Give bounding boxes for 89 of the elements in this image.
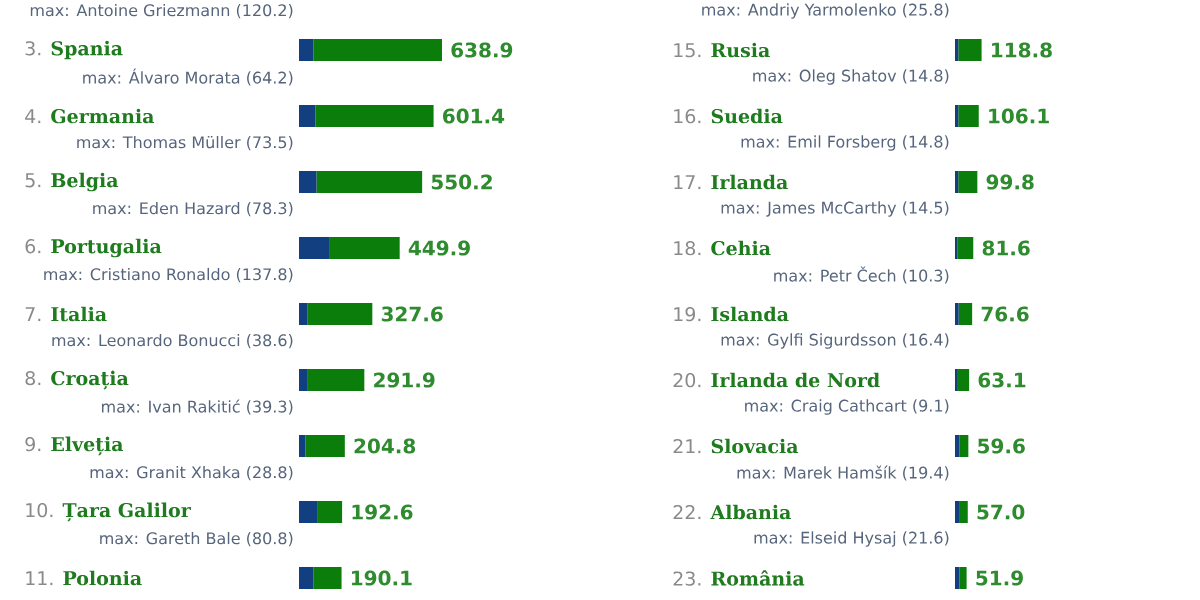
bar xyxy=(959,435,969,458)
bar xyxy=(959,567,967,590)
y-tick-label: 8. Croația xyxy=(25,370,129,390)
y-tick-label: 20. Irlanda de Nord xyxy=(673,372,880,388)
bar xyxy=(313,39,442,61)
data-label: max: Álvaro Morata (64.2) xyxy=(83,68,293,86)
bar xyxy=(955,369,958,392)
bar xyxy=(955,105,959,128)
bar xyxy=(299,39,314,61)
y-tick-label: 4. Germania xyxy=(25,108,155,124)
data-label: max: Gylfi Sigurdsson (16.4) xyxy=(721,333,949,349)
total-label: 99.8 xyxy=(986,174,1034,190)
bar xyxy=(958,303,973,326)
data-label: max: Leonardo Bonucci (38.6) xyxy=(52,333,293,349)
total-label: 638.9 xyxy=(451,42,513,58)
bar xyxy=(299,567,314,590)
total-label: 106.1 xyxy=(989,108,1049,124)
data-label: max: Cristiano Ronaldo (137.8) xyxy=(44,267,293,283)
data-label: max: James McCarthy (14.5) xyxy=(721,201,949,217)
total-label: 192.6 xyxy=(352,504,413,520)
data-label: max: Granit Xhaka (28.8) xyxy=(90,465,293,481)
bar xyxy=(955,435,960,458)
y-tick-label: 22. Albania xyxy=(673,504,791,520)
total-label: 449.9 xyxy=(408,240,470,256)
bar xyxy=(959,501,968,524)
bar xyxy=(299,105,316,128)
bar xyxy=(299,435,306,458)
total-label: 81.6 xyxy=(982,240,1030,256)
y-tick-label: 23. România xyxy=(673,570,805,586)
bar xyxy=(313,567,342,590)
bar xyxy=(299,237,330,260)
data-label: max: Oleg Shatov (14.8) xyxy=(753,69,949,85)
data-label: max: Emil Forsberg (14.8) xyxy=(741,135,949,151)
bar xyxy=(955,171,959,194)
data-label: max: Marek Hamšík (19.4) xyxy=(737,465,949,481)
total-label: 601.4 xyxy=(443,108,505,124)
y-tick-label: 18. Cehia xyxy=(674,240,771,256)
bar xyxy=(958,39,982,61)
data-label: max: Eden Hazard (78.3) xyxy=(93,201,293,217)
y-tick-label: 11. Polonia xyxy=(26,570,142,586)
text: max: Antoine Griezmann (120.2) xyxy=(30,3,293,19)
data-label: max: Elseid Hysaj (21.6) xyxy=(754,531,949,547)
total-label: 59.6 xyxy=(978,438,1025,454)
data-label: max: Gareth Bale (80.8) xyxy=(100,531,293,547)
data-label: max: Thomas Müller (73.5) xyxy=(77,135,293,151)
bar xyxy=(957,237,974,260)
total-label: 57.0 xyxy=(977,504,1025,520)
y-tick-label: 3. Spania xyxy=(25,40,123,60)
text: max: Andriy Yarmolenko (25.8) xyxy=(702,3,949,19)
bar xyxy=(317,501,343,524)
y-tick-label: 6. Portugalia xyxy=(25,238,162,258)
bar xyxy=(955,501,960,524)
bar xyxy=(299,171,317,194)
y-tick-label: 17. Irlanda xyxy=(674,174,788,190)
y-tick-label: 9. Elveția xyxy=(25,436,124,456)
total-label: 118.8 xyxy=(992,42,1052,58)
total-label: 550.2 xyxy=(431,174,492,190)
bar xyxy=(299,369,308,392)
bar xyxy=(958,105,979,128)
bar xyxy=(955,303,959,326)
y-tick-label: 5. Belgia xyxy=(25,172,119,192)
bar xyxy=(307,369,365,392)
data-label: max: Petr Čech (10.3) xyxy=(774,266,949,284)
y-tick-label: 19. Islanda xyxy=(674,306,789,322)
total-label: 291.9 xyxy=(374,372,435,388)
total-label: 51.9 xyxy=(976,570,1023,586)
bar xyxy=(299,303,308,326)
total-label: 327.6 xyxy=(381,306,443,322)
total-label: 190.1 xyxy=(352,570,412,586)
bar xyxy=(955,39,959,61)
total-label: 204.8 xyxy=(354,438,416,454)
bar xyxy=(958,171,978,194)
bar xyxy=(299,501,318,524)
bar xyxy=(305,435,345,458)
y-tick-label: 16. Suedia xyxy=(674,108,783,124)
bar xyxy=(307,303,373,326)
bar xyxy=(329,237,400,260)
bar xyxy=(955,567,960,590)
y-tick-label: 7. Italia xyxy=(25,306,107,322)
y-tick-label: 10. Țara Galilor xyxy=(26,502,191,522)
y-tick-label: 15. Rusia xyxy=(674,42,770,58)
y-tick-label: 21. Slovacia xyxy=(673,438,799,454)
total-label: 76.6 xyxy=(981,306,1029,322)
bar xyxy=(957,369,970,392)
bar xyxy=(316,171,423,194)
total-label: 63.1 xyxy=(978,372,1026,388)
data-label: max: Craig Cathcart (9.1) xyxy=(745,399,949,415)
data-label: max: Ivan Rakitić (39.3) xyxy=(102,399,293,415)
bar xyxy=(315,105,434,128)
